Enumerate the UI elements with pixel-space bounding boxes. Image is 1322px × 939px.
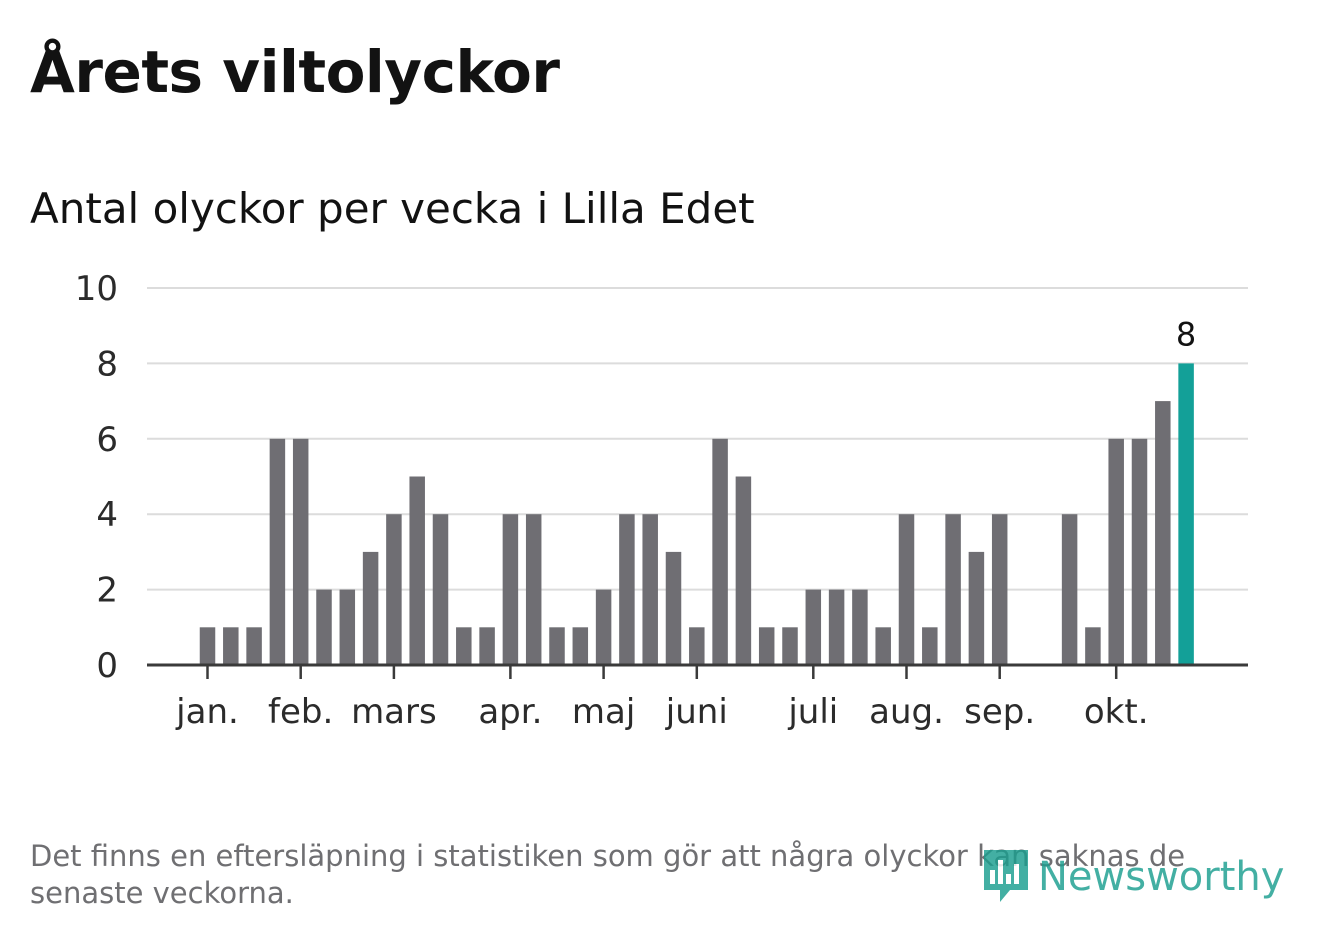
- x-tick-label: mars: [351, 692, 437, 732]
- x-tick-label: sep.: [964, 692, 1035, 732]
- y-tick-label: 2: [96, 571, 118, 611]
- x-tick-label: juli: [787, 692, 838, 732]
- chart-subtitle: Antal olyckor per vecka i Lilla Edet: [30, 184, 755, 233]
- bar: [1155, 401, 1171, 665]
- bar: [852, 589, 868, 665]
- bar: [432, 514, 449, 665]
- bar: [782, 627, 798, 665]
- bar: [502, 514, 519, 665]
- bar: [572, 627, 589, 665]
- y-tick-label: 4: [96, 495, 118, 535]
- bar: [875, 627, 891, 665]
- bar: [199, 627, 216, 665]
- bar: [968, 551, 985, 665]
- bar: [945, 514, 961, 665]
- bar: [619, 514, 635, 665]
- bar: [386, 514, 402, 665]
- bar: [1085, 627, 1101, 665]
- x-tick-label: okt.: [1084, 692, 1149, 732]
- newsworthy-logo[interactable]: Newsworthy: [980, 846, 1284, 908]
- bar: [735, 476, 752, 665]
- bar: [549, 627, 565, 665]
- x-tick-label: jan.: [175, 692, 239, 732]
- x-tick-label: juni: [665, 692, 728, 732]
- bar: [665, 551, 682, 665]
- y-tick-label: 6: [96, 420, 118, 460]
- chart-title: Årets viltolyckor: [30, 38, 560, 106]
- bar: [922, 627, 938, 665]
- bar: [712, 438, 728, 665]
- bar: [758, 627, 775, 665]
- bar: [805, 589, 822, 665]
- x-tick-label: apr.: [478, 692, 542, 732]
- bar: [689, 627, 705, 665]
- bar: [1061, 514, 1078, 665]
- bar: [223, 627, 239, 665]
- bar: [525, 514, 542, 665]
- bar: [339, 589, 356, 665]
- bar: [362, 551, 379, 665]
- bar: [456, 627, 472, 665]
- bar: [409, 476, 425, 665]
- brand-name: Newsworthy: [1038, 854, 1285, 900]
- bar: [246, 627, 262, 665]
- highlighted-bar: [1178, 363, 1194, 665]
- bar: [316, 589, 332, 665]
- y-tick-label: 10: [75, 269, 118, 309]
- bar: [1108, 438, 1124, 665]
- bar: [269, 438, 286, 665]
- y-tick-label: 8: [96, 344, 118, 384]
- bar: [1131, 438, 1148, 665]
- bar: [828, 589, 845, 665]
- x-tick-label: feb.: [268, 692, 333, 732]
- bar: [991, 514, 1008, 665]
- bar: [479, 627, 495, 665]
- y-tick-label: 0: [96, 646, 118, 686]
- data-label: 8: [1176, 315, 1196, 353]
- x-tick-label: aug.: [869, 692, 944, 732]
- bar: [292, 438, 309, 665]
- bar: [595, 589, 612, 665]
- bar-chart: 0 2 4 6 8 10 8 jan. feb. mars apr. maj juni juli aug. s…: [75, 269, 1248, 732]
- x-tick-label: maj: [572, 692, 635, 732]
- bar: [642, 514, 658, 665]
- bar-chart-speech-bubble-icon: [980, 846, 1032, 908]
- bar: [898, 514, 915, 665]
